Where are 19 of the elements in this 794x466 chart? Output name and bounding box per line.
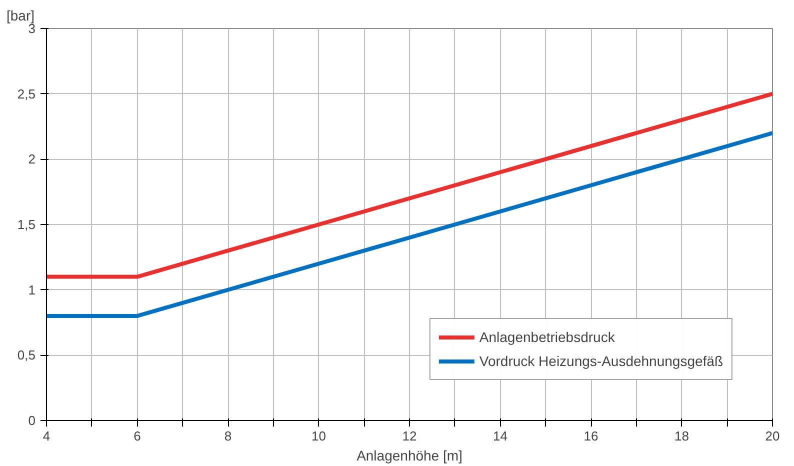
x-tick-label: 14 <box>493 428 508 444</box>
x-tick-label: 6 <box>134 428 141 444</box>
x-tick-label: 4 <box>42 428 50 444</box>
x-tick-label: 20 <box>765 428 780 444</box>
y-tick-label: 1 <box>28 282 36 298</box>
x-tick-label: 18 <box>674 428 689 444</box>
x-tick-label: 12 <box>402 428 417 444</box>
legend-label: Anlagenbetriebsdruck <box>479 329 615 345</box>
y-tick-label: 2 <box>28 152 36 167</box>
y-tick-label: 2,5 <box>17 86 36 102</box>
y-tick-label: 1,5 <box>17 217 36 232</box>
y-tick-label: 0 <box>28 413 36 428</box>
x-tick-label: 10 <box>312 428 326 444</box>
x-tick-label: 8 <box>224 428 232 444</box>
x-axis-title: Anlagenhöhe [m] <box>356 448 462 464</box>
x-tick-label: 16 <box>584 428 598 444</box>
legend-label: Vordruck Heizungs-Ausdehnungsgefäß <box>479 353 723 369</box>
y-axis-title: [bar] <box>6 8 35 24</box>
y-tick-label: 0,5 <box>17 348 36 363</box>
